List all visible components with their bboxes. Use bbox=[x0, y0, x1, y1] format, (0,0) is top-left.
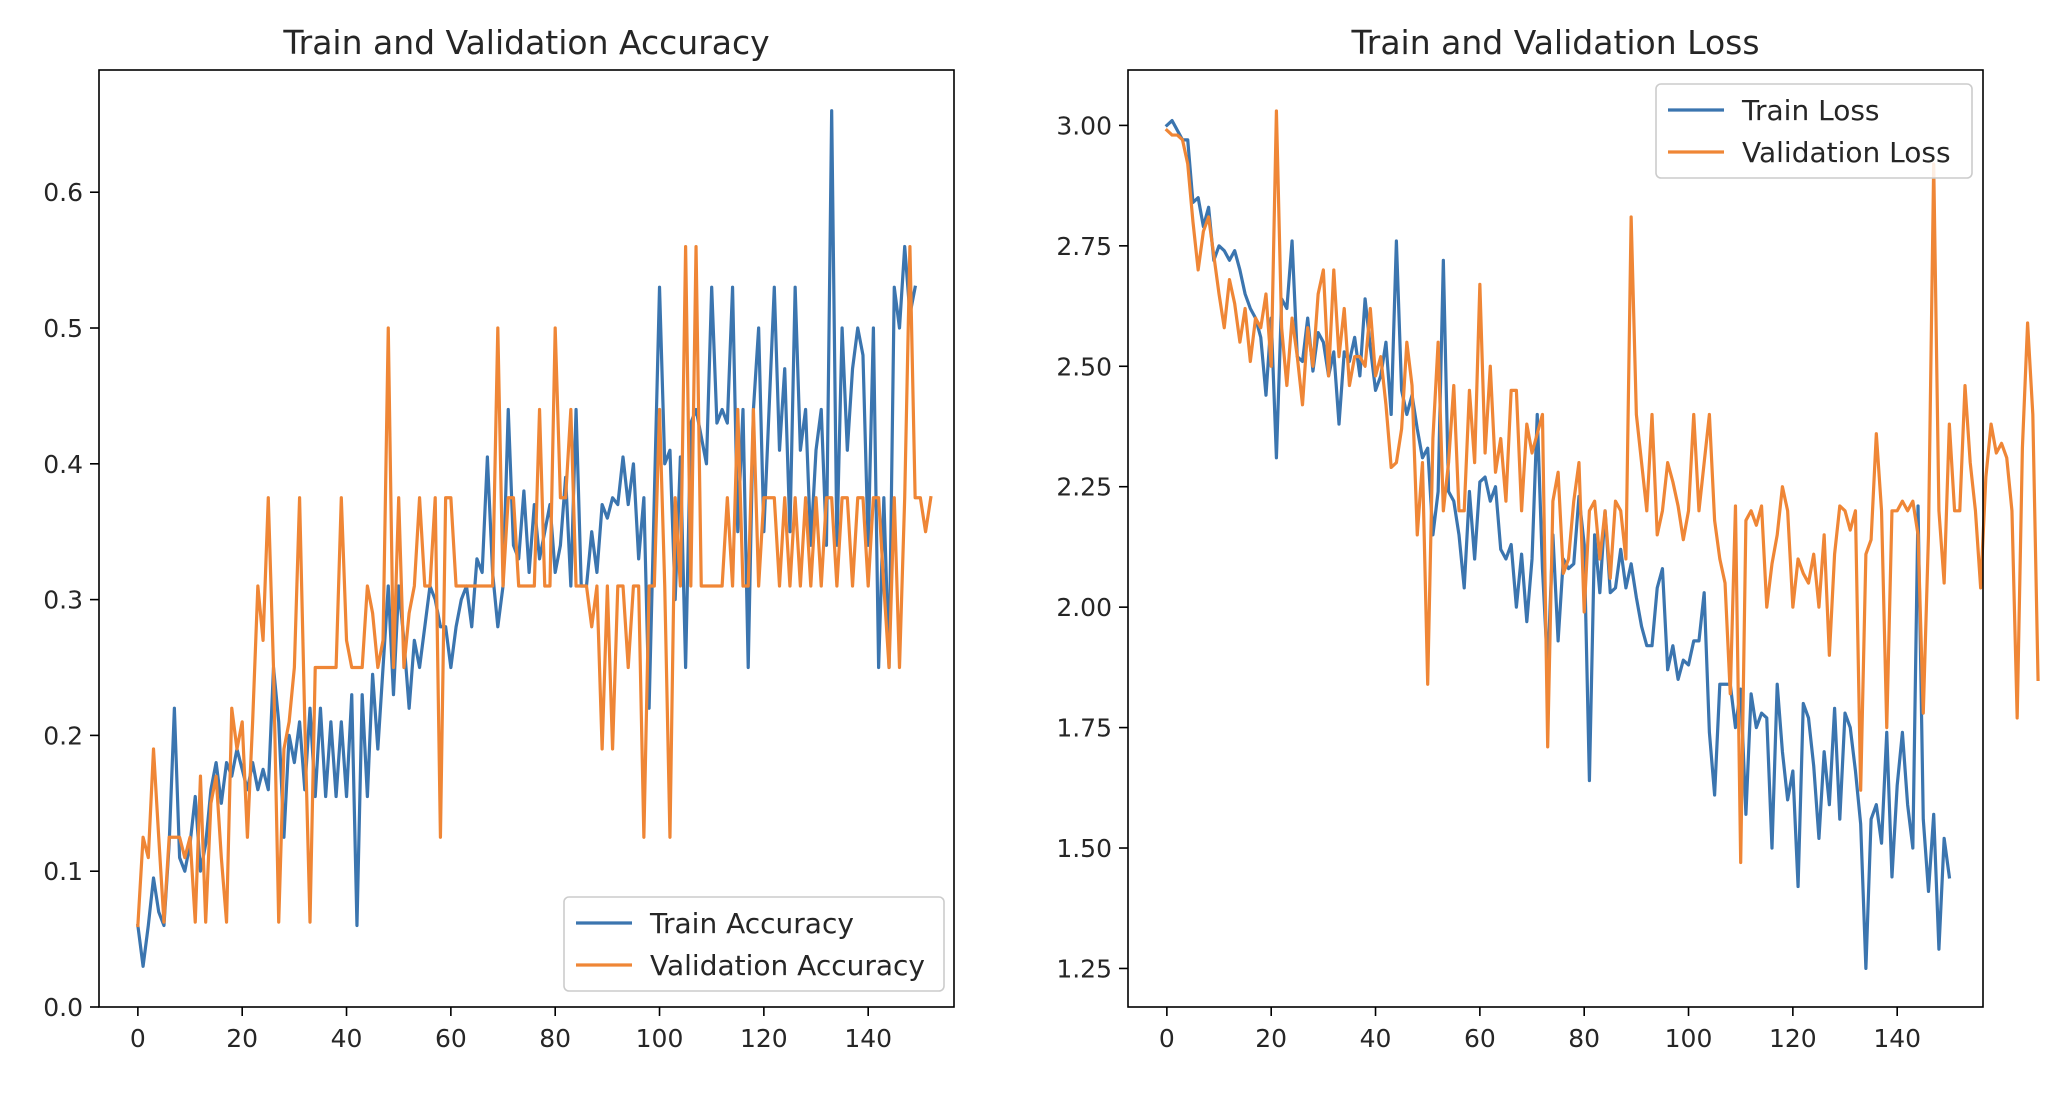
y-tick-label: 3.00 bbox=[1056, 111, 1112, 140]
x-tick-label: 80 bbox=[1568, 1024, 1600, 1053]
x-tick-label: 60 bbox=[435, 1024, 467, 1053]
x-tick-label: 0 bbox=[130, 1024, 146, 1053]
y-tick-label: 0.0 bbox=[43, 993, 83, 1022]
series-line-train bbox=[1164, 118, 1952, 971]
series-line-validation bbox=[136, 244, 933, 928]
legend-box bbox=[1655, 83, 1973, 179]
x-tick-label: 40 bbox=[331, 1024, 363, 1053]
y-tick-label: 0.3 bbox=[43, 586, 83, 615]
series-line-validation bbox=[1164, 109, 2040, 865]
legend-label: Train Accuracy bbox=[649, 907, 854, 940]
axes-frame bbox=[98, 69, 955, 1008]
x-tick-label: 100 bbox=[636, 1024, 684, 1053]
x-tick-label: 120 bbox=[740, 1024, 788, 1053]
chart-panel-1: Train and Validation Accuracy 0 20 40 60 80 10… bbox=[43, 23, 955, 1053]
chart-title: Train and Validation Accuracy bbox=[282, 23, 769, 62]
x-tick-label: 140 bbox=[844, 1024, 892, 1053]
y-tick-label: 0.5 bbox=[43, 314, 83, 343]
x-tick-label: 60 bbox=[1464, 1024, 1496, 1053]
y-tick-label: 1.75 bbox=[1056, 714, 1112, 743]
y-tick-label: 0.2 bbox=[43, 721, 83, 750]
legend-label: Validation Accuracy bbox=[650, 949, 925, 982]
y-tick-label: 1.50 bbox=[1056, 834, 1112, 863]
x-tick-label: 0 bbox=[1159, 1024, 1175, 1053]
y-tick-label: 0.6 bbox=[43, 178, 83, 207]
axes-frame bbox=[1127, 69, 1984, 1008]
legend-label: Validation Loss bbox=[1742, 136, 1951, 169]
legend: Train Accuracy Validation Accuracy bbox=[563, 896, 945, 992]
x-tick-label: 40 bbox=[1360, 1024, 1392, 1053]
x-tick-label: 20 bbox=[226, 1024, 258, 1053]
y-tick-label: 1.25 bbox=[1056, 954, 1112, 983]
series-line-train bbox=[136, 109, 918, 968]
x-tick-label: 80 bbox=[539, 1024, 571, 1053]
legend: Train Loss Validation Loss bbox=[1655, 83, 1973, 179]
x-tick-label: 140 bbox=[1873, 1024, 1921, 1053]
y-tick-label: 0.4 bbox=[43, 450, 83, 479]
y-tick-label: 2.50 bbox=[1056, 352, 1112, 381]
y-tick-label: 2.25 bbox=[1056, 473, 1112, 502]
y-tick-label: 2.75 bbox=[1056, 232, 1112, 261]
legend-label: Train Loss bbox=[1741, 94, 1880, 127]
y-tick-label: 0.1 bbox=[43, 857, 83, 886]
chart-title: Train and Validation Loss bbox=[1350, 23, 1759, 62]
legend-box bbox=[563, 896, 945, 992]
y-tick-label: 2.00 bbox=[1056, 593, 1112, 622]
x-tick-label: 120 bbox=[1769, 1024, 1817, 1053]
x-tick-label: 20 bbox=[1255, 1024, 1287, 1053]
x-tick-label: 100 bbox=[1665, 1024, 1713, 1053]
chart-panel-2: Train and Validation Loss 0 20 40 60 80 100 120… bbox=[1056, 23, 2040, 1053]
